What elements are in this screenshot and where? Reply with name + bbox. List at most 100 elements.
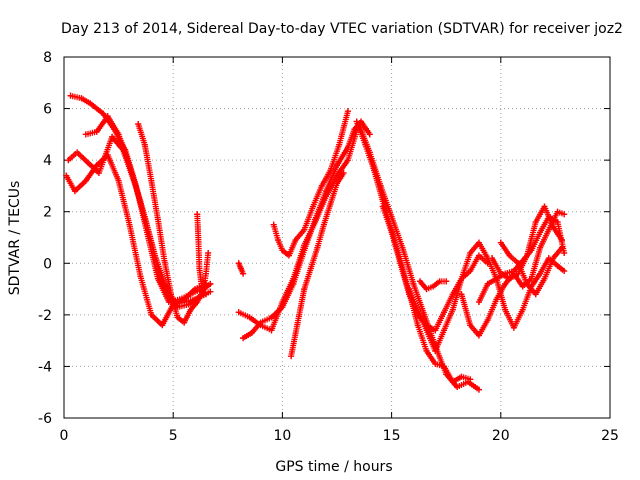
data-point (561, 211, 568, 218)
data-point (148, 177, 155, 184)
data-point (237, 265, 244, 272)
data-point (323, 193, 330, 200)
data-point (294, 319, 301, 326)
data-point (475, 332, 482, 339)
data-point (285, 252, 292, 259)
data-point (406, 286, 413, 293)
data-point (78, 95, 85, 102)
data-point (115, 177, 122, 184)
data-point (554, 262, 561, 269)
data-point (126, 162, 133, 169)
data-point (100, 110, 107, 117)
data-point (141, 141, 148, 148)
data-point (279, 247, 286, 254)
data-point (268, 314, 275, 321)
data-point (301, 286, 308, 293)
data-point (65, 157, 72, 164)
data-point (71, 188, 78, 195)
data-point (561, 268, 568, 275)
series-markers (235, 121, 482, 393)
data-point (318, 182, 325, 189)
data-point (235, 260, 242, 267)
data-point (199, 291, 206, 298)
data-point (449, 378, 456, 385)
data-point (353, 118, 360, 125)
data-point (441, 309, 448, 316)
data-point (270, 221, 277, 228)
data-point (240, 270, 247, 277)
data-point (515, 260, 522, 267)
data-point (554, 208, 561, 215)
data-point (545, 226, 552, 233)
data-point (493, 275, 500, 282)
y-tick-label: -6 (38, 411, 52, 427)
data-point (416, 278, 423, 285)
data-point (135, 121, 142, 128)
data-point (458, 275, 465, 282)
data-point (537, 244, 544, 251)
data-point (161, 257, 168, 264)
data-point (82, 177, 89, 184)
series-track-10 (270, 108, 351, 259)
series-track-4 (82, 113, 209, 308)
data-point (309, 203, 316, 210)
y-tick-label: -2 (38, 308, 52, 324)
data-point (449, 306, 456, 313)
data-point (181, 298, 188, 305)
data-point (148, 239, 155, 246)
data-point (537, 270, 544, 277)
data-point (423, 286, 430, 293)
data-point (497, 270, 504, 277)
y-tick-label: -4 (38, 359, 52, 375)
data-point (340, 170, 347, 177)
data-point (334, 162, 340, 169)
data-point (137, 198, 144, 205)
y-axis-label: SDTVAR / TECUs (7, 181, 23, 296)
x-tick-label: 15 (383, 428, 401, 444)
series-track-11 (288, 170, 347, 360)
data-point (235, 309, 242, 316)
data-point (432, 327, 439, 334)
data-point (467, 322, 474, 329)
data-points (63, 92, 568, 393)
data-point (327, 200, 334, 207)
data-point (320, 221, 327, 228)
data-point (301, 226, 308, 233)
x-tick-label: 25 (601, 428, 619, 444)
data-point (362, 141, 369, 148)
series-track-18 (489, 203, 565, 282)
data-point (187, 291, 194, 298)
x-tick-label: 20 (492, 428, 510, 444)
data-point (205, 249, 212, 256)
data-point (344, 157, 351, 164)
data-point (181, 319, 188, 326)
data-point (541, 203, 548, 210)
data-point (519, 283, 526, 290)
data-point (550, 224, 557, 231)
data-point (207, 280, 214, 287)
data-point (257, 322, 264, 329)
data-point (126, 221, 133, 228)
data-point (414, 306, 421, 313)
data-point (371, 167, 378, 174)
y-tick-label: 4 (43, 153, 52, 169)
data-point (196, 265, 203, 272)
data-point (436, 278, 443, 285)
data-point (87, 100, 94, 107)
data-point (195, 234, 202, 241)
data-point (334, 180, 340, 187)
data-point (443, 278, 450, 285)
data-point (510, 324, 517, 331)
plot-frame (63, 56, 611, 419)
series-track-3 (65, 133, 214, 311)
data-point (502, 280, 509, 287)
data-point (246, 314, 253, 321)
data-point (168, 291, 175, 298)
data-point (519, 306, 526, 313)
x-tick-label: 5 (169, 428, 178, 444)
data-point (327, 167, 334, 174)
data-point (379, 198, 386, 205)
data-point (441, 327, 448, 334)
data-point (524, 280, 531, 287)
data-point (104, 113, 111, 120)
